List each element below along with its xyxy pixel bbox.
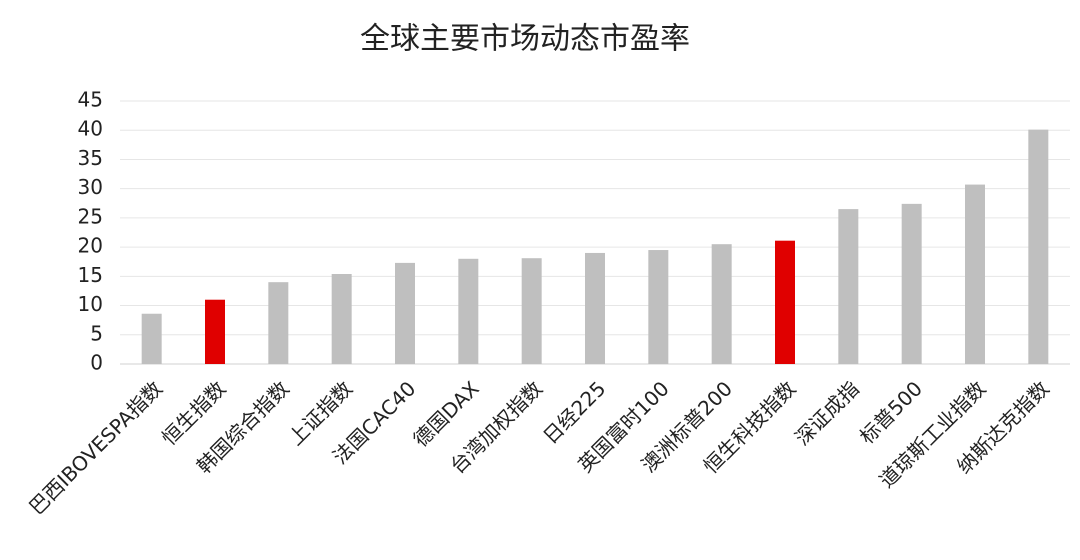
y-tick-label: 20 — [78, 234, 103, 258]
bar — [205, 299, 225, 364]
x-tick-label: 巴西IBOVESPA指数 — [24, 376, 167, 519]
bar — [458, 258, 479, 364]
bar — [775, 240, 795, 364]
bar — [965, 184, 985, 364]
bar — [521, 258, 542, 364]
bar — [395, 262, 415, 364]
bar — [648, 250, 669, 364]
bar — [838, 209, 859, 364]
bar — [711, 244, 732, 364]
bar — [901, 203, 922, 364]
y-tick-label: 25 — [78, 204, 103, 228]
y-tick-label: 15 — [78, 263, 103, 287]
y-tick-label: 5 — [90, 321, 103, 345]
y-tick-label: 40 — [78, 117, 103, 141]
y-tick-label: 30 — [78, 175, 103, 199]
y-tick-label: 45 — [78, 88, 103, 112]
x-tick-label: 深证成指 — [790, 376, 864, 450]
bar — [268, 282, 289, 364]
y-tick-label: 35 — [78, 146, 103, 170]
y-tick-label: 0 — [90, 351, 103, 375]
y-tick-label: 10 — [78, 292, 103, 316]
bar — [331, 273, 352, 364]
bar — [1028, 129, 1049, 364]
chart-title: 全球主要市场动态市盈率 — [360, 22, 690, 57]
bar — [585, 252, 605, 364]
bar — [141, 313, 162, 364]
